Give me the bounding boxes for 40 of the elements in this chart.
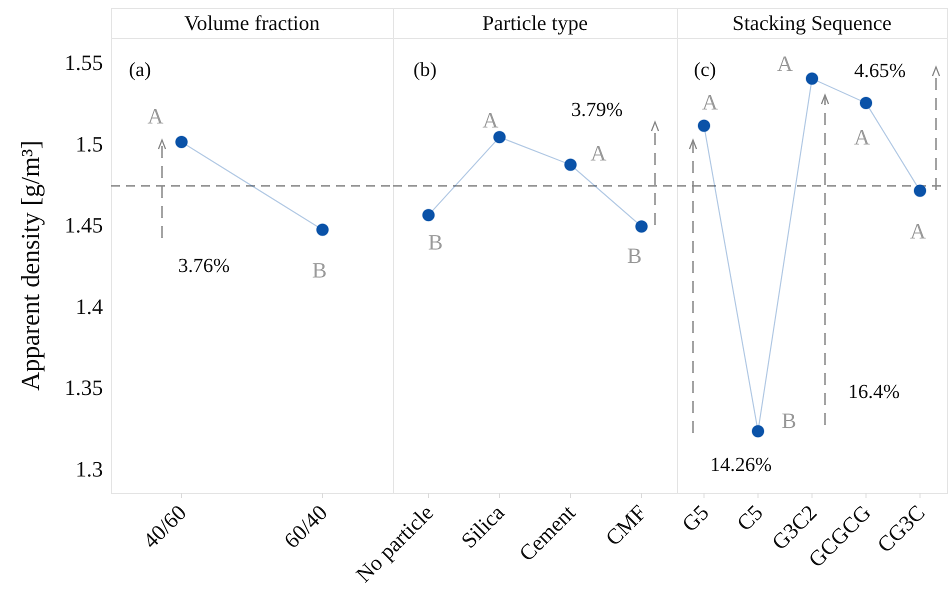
y-tick-label: 1.5 <box>76 131 103 156</box>
y-tick-label: 1.3 <box>76 456 103 482</box>
point <box>493 130 506 144</box>
annotation: A <box>590 140 607 166</box>
point <box>422 208 435 222</box>
y-tick-label: 1.4 <box>76 294 103 319</box>
y-tick-label: 1.35 <box>64 375 103 400</box>
x-tick-label: C5 <box>732 500 768 536</box>
point <box>698 119 710 132</box>
chart-title: Stacking Sequence <box>677 8 947 39</box>
annotation: A <box>702 89 718 114</box>
point <box>752 424 764 438</box>
annotation: 14.26% <box>710 454 772 476</box>
annotation: 4.65% <box>854 60 906 82</box>
y-tick-label: 1.45 <box>64 212 103 238</box>
annotation: 16.4% <box>848 381 900 403</box>
chart-title: Volume fraction <box>111 8 393 39</box>
point <box>564 158 577 172</box>
annotation: B <box>782 408 796 433</box>
annotation: A <box>148 104 164 128</box>
point <box>806 72 818 86</box>
annotation: A <box>777 51 794 76</box>
x-tick-label: G5 <box>676 500 714 537</box>
annotation: (b) <box>413 59 437 81</box>
annotation: (a) <box>128 59 152 81</box>
y-axis-title: Apparent density [g/m³] <box>16 140 44 391</box>
annotation: A <box>482 108 499 133</box>
chart-title: Particle type <box>393 8 677 39</box>
point <box>914 184 926 198</box>
annotation: 3.79% <box>571 99 623 121</box>
annotation: B <box>312 257 327 282</box>
point <box>635 220 648 233</box>
y-tick-label: 1.55 <box>64 50 103 76</box>
annotation: A <box>854 124 870 150</box>
point <box>860 96 872 110</box>
annotation: B <box>428 230 443 255</box>
annotation: 3.76% <box>178 255 230 277</box>
annotation: (c) <box>694 59 716 81</box>
annotation: B <box>627 243 642 268</box>
annotation: A <box>910 218 926 244</box>
